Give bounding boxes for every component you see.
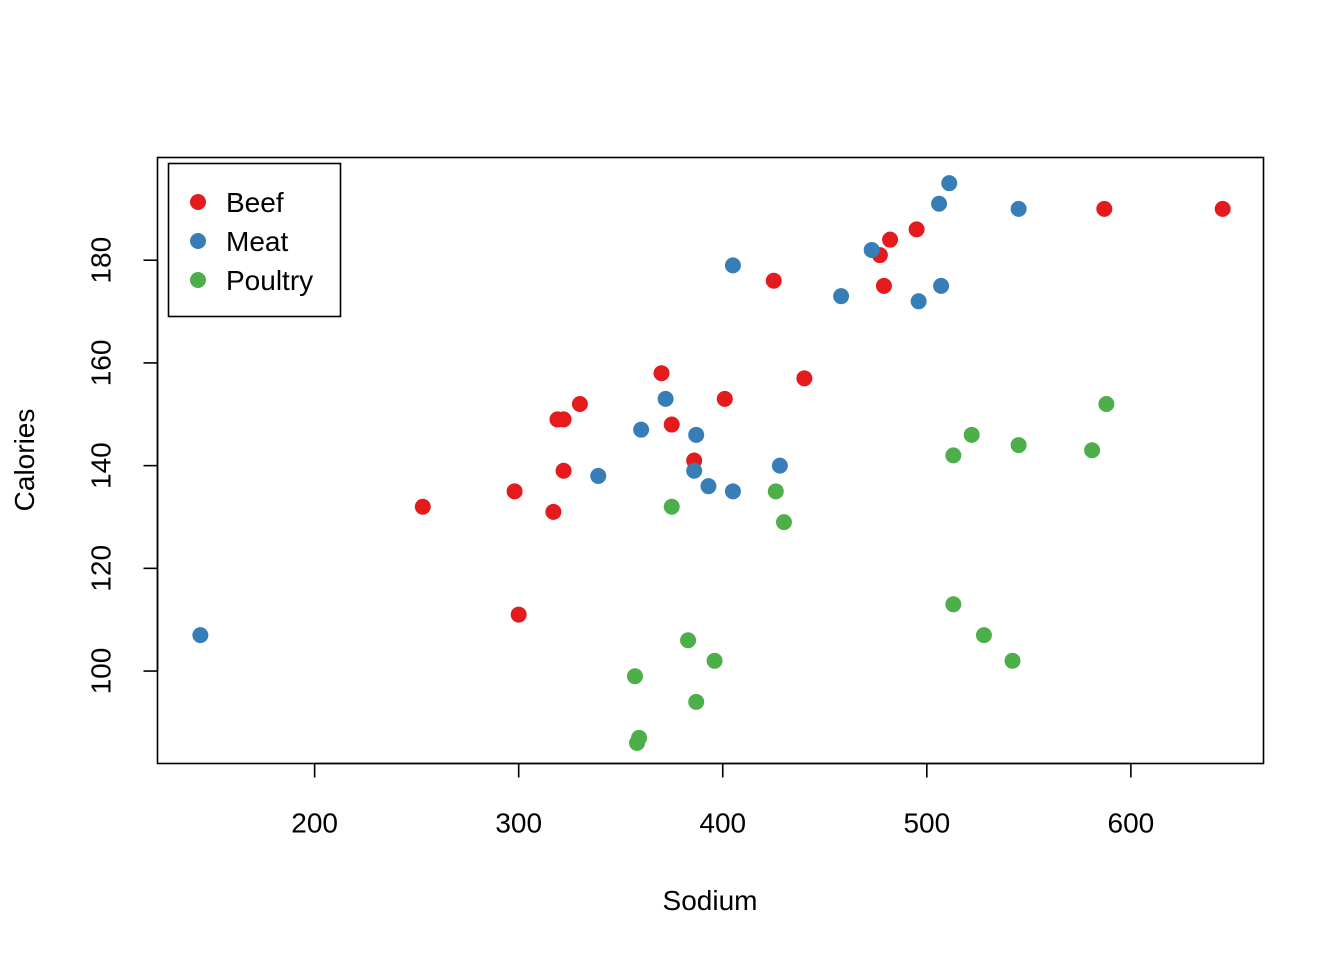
data-point (1084, 442, 1101, 459)
data-point (688, 693, 705, 710)
data-point (1004, 652, 1021, 669)
data-point (663, 416, 680, 433)
data-point (1096, 200, 1113, 217)
y-tick-label: 140 (86, 442, 117, 489)
data-point (657, 390, 674, 407)
data-point (775, 514, 792, 531)
data-point (931, 195, 948, 212)
data-point (545, 503, 562, 520)
x-tick-label: 600 (1108, 808, 1155, 839)
data-point (765, 272, 782, 289)
data-point (716, 390, 733, 407)
x-tick-label: 400 (699, 808, 746, 839)
legend-marker-meat (190, 233, 206, 249)
data-point (833, 288, 850, 305)
data-point (571, 396, 588, 413)
x-tick-label: 500 (903, 808, 950, 839)
legend-label-beef: Beef (226, 187, 284, 218)
data-point (771, 457, 788, 474)
y-axis-title: Calories (9, 409, 40, 512)
legend-label-meat: Meat (226, 226, 288, 257)
data-point (908, 221, 925, 238)
data-point (626, 668, 643, 685)
y-tick-label: 120 (86, 545, 117, 592)
data-point (555, 462, 572, 479)
x-tick-label: 300 (495, 808, 542, 839)
data-point (1010, 200, 1027, 217)
data-point (555, 411, 572, 428)
data-point (863, 241, 880, 258)
data-point (975, 627, 992, 644)
data-points (192, 175, 1231, 751)
data-point (796, 370, 813, 387)
data-point (1010, 437, 1027, 454)
y-tick-label: 100 (86, 648, 117, 695)
x-axis: 200 300 400 500 600 (291, 762, 1155, 839)
data-point (633, 421, 650, 438)
data-point (414, 498, 431, 515)
data-point (1214, 200, 1231, 217)
x-axis-title: Sodium (663, 885, 758, 916)
legend-marker-beef (190, 194, 206, 210)
data-point (767, 483, 784, 500)
y-tick-label: 160 (86, 340, 117, 387)
data-point (663, 498, 680, 515)
y-tick-label: 180 (86, 237, 117, 284)
data-point (590, 467, 607, 484)
data-point (945, 596, 962, 613)
series-meat (192, 175, 1027, 644)
data-point (192, 627, 209, 644)
data-point (945, 447, 962, 464)
data-point (686, 462, 703, 479)
data-point (706, 652, 723, 669)
data-point (963, 426, 980, 443)
y-axis: 100 120 140 160 180 (86, 237, 159, 695)
data-point (700, 478, 717, 495)
data-point (724, 483, 741, 500)
data-point (724, 257, 741, 274)
x-tick-label: 200 (291, 808, 338, 839)
data-point (653, 365, 670, 382)
data-point (875, 277, 892, 294)
data-point (941, 175, 958, 192)
data-point (631, 729, 648, 746)
data-point (506, 483, 523, 500)
data-point (882, 231, 899, 248)
legend-box (167, 162, 342, 318)
data-point (1098, 396, 1115, 413)
data-point (510, 606, 527, 623)
data-point (680, 632, 697, 649)
data-point (910, 293, 927, 310)
series-poultry (626, 396, 1115, 751)
legend-label-poultry: Poultry (226, 265, 313, 296)
legend: Beef Meat Poultry (167, 162, 342, 318)
data-point (933, 277, 950, 294)
legend-marker-poultry (190, 272, 206, 288)
data-point (688, 426, 705, 443)
